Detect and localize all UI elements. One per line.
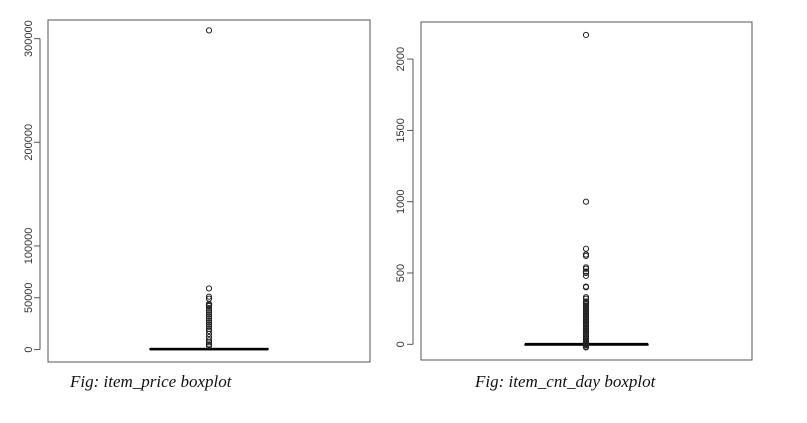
outlier-point (205, 317, 213, 324)
figure-caption: Fig: item_cnt_day boxplot (474, 372, 657, 391)
outlier-point (582, 268, 590, 275)
outlier-point (582, 298, 590, 305)
outlier-point (205, 285, 213, 292)
plot-frame (47, 19, 371, 363)
outlier-point (582, 245, 590, 252)
outlier-point (205, 327, 213, 335)
outlier-point (582, 251, 590, 258)
figure-caption: Fig: item_price boxplot (69, 372, 233, 391)
outlier-point (205, 309, 213, 316)
outlier-point (205, 319, 213, 326)
boxplot-item-cnt-day: 0 500 1000 1500 2000 Fig: item_cnt_day boxplo… (395, 21, 753, 391)
outlier-point (582, 31, 590, 39)
outlier-point (205, 305, 213, 312)
y-tick-label: 0 (395, 341, 407, 347)
outlier-point (205, 27, 213, 34)
outlier-point (205, 313, 213, 320)
y-tick-label: 200000 (23, 124, 35, 161)
plot-frame (420, 21, 753, 361)
boxplot-item-price: 0 50000 100000 200000 300000 Fig: item_price … (23, 19, 371, 391)
y-tick-label: 50000 (23, 282, 35, 313)
outlier-point (582, 264, 590, 271)
y-tick-label: 0 (23, 347, 35, 353)
outlier-point (582, 283, 590, 290)
y-tick-label: 500 (395, 264, 407, 282)
outlier-point (205, 325, 213, 332)
outlier-point (205, 323, 213, 330)
y-tick-label: 1000 (395, 189, 407, 213)
outlier-point (205, 341, 213, 348)
outlier-point (582, 198, 590, 205)
outlier-point (205, 295, 213, 302)
outlier-point (582, 272, 590, 279)
outlier-point (205, 311, 213, 318)
outlier-point (205, 321, 213, 328)
outlier-point (205, 334, 213, 341)
outlier-point (582, 294, 590, 301)
outlier-point (205, 293, 213, 300)
y-tick-label: 2000 (395, 47, 407, 71)
y-tick-label: 1500 (395, 118, 407, 142)
outlier-point (205, 337, 213, 344)
y-tick-label: 100000 (23, 228, 35, 265)
y-tick-label: 300000 (23, 20, 35, 57)
outlier-point (205, 315, 213, 322)
